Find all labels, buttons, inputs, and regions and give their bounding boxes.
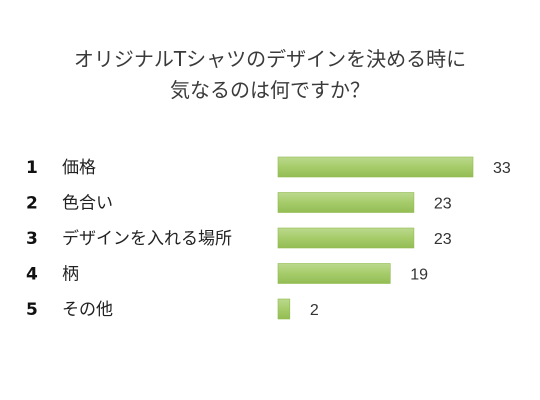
value-label: 23 [434, 196, 452, 213]
category-label: デザインを入れる場所 [62, 228, 232, 249]
category-label: 柄 [62, 265, 79, 285]
rank-label: 3 [26, 229, 38, 249]
rank-label: 1 [26, 158, 38, 178]
bar [277, 227, 415, 249]
rank-label: 4 [26, 265, 38, 285]
value-label: 2 [310, 302, 319, 319]
rank-label: 5 [26, 300, 38, 320]
bar [277, 156, 474, 178]
category-label: 色合い [62, 194, 113, 214]
value-label: 19 [410, 267, 428, 284]
value-label: 23 [434, 231, 452, 248]
bar [277, 298, 291, 320]
bar [277, 192, 415, 213]
bar [277, 263, 391, 284]
chart-title-line-2: 気なるのは何ですか？ [170, 78, 370, 102]
category-label: 価格 [62, 158, 96, 178]
chart-title-line-1: オリジナルTシャツのデザインを決める時に [73, 47, 467, 71]
value-label: 33 [493, 160, 511, 177]
chart-title: オリジナルTシャツのデザインを決める時に 気なるのは何ですか？ [0, 44, 540, 106]
rank-label: 2 [26, 194, 38, 214]
category-label: その他 [62, 300, 113, 320]
